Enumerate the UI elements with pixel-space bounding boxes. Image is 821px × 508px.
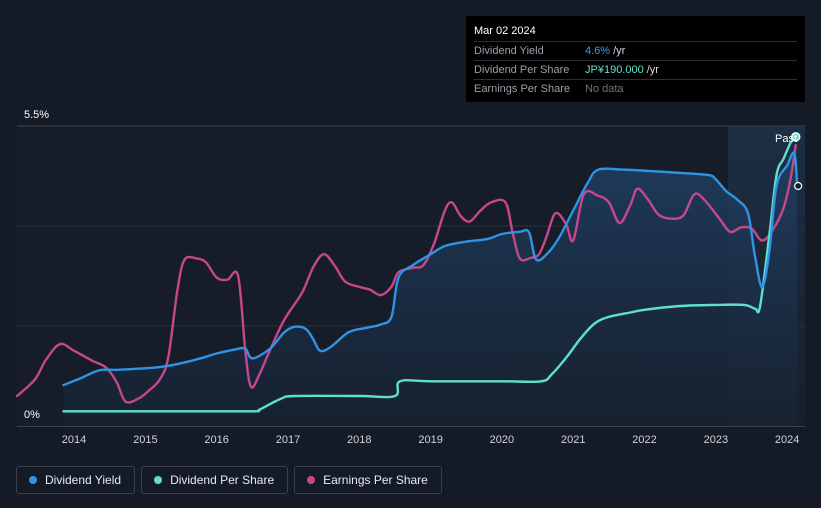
tooltip: Mar 02 2024 Dividend Yield 4.6% /yr Divi… bbox=[466, 16, 805, 102]
dividend-yield-dot-icon bbox=[29, 476, 37, 484]
x-tick-label: 2022 bbox=[632, 434, 656, 446]
dividend-per-share-dot-icon bbox=[154, 476, 163, 484]
legend-label: Dividend Per Share bbox=[170, 473, 275, 487]
x-tick-label: 2015 bbox=[133, 434, 157, 446]
x-tick-label: 2023 bbox=[704, 434, 728, 446]
earnings-per-share-dot-icon bbox=[307, 476, 316, 484]
x-tick-label: 2014 bbox=[62, 434, 86, 446]
x-tick-label: 2018 bbox=[347, 434, 371, 446]
legend-label: Dividend Yield bbox=[45, 473, 122, 487]
dividend-per-share-line bbox=[62, 135, 797, 413]
x-tick-label: 2024 bbox=[775, 434, 799, 446]
series-markers bbox=[790, 132, 803, 191]
tooltip-date: Mar 02 2024 bbox=[474, 22, 797, 42]
tooltip-value: JP¥190.000 bbox=[585, 64, 644, 76]
tooltip-unit: /yr bbox=[613, 45, 626, 57]
axes: 5.5% 0% 2014 2015 2016 2017 2018 2019 2020 2021 20… bbox=[17, 109, 805, 446]
earnings-per-share-line bbox=[15, 143, 797, 404]
legend: Dividend Yield Dividend Per Share Earnin… bbox=[16, 466, 442, 494]
x-tick-label: 2016 bbox=[204, 434, 228, 446]
series-lines bbox=[15, 135, 799, 413]
legend-label: Earnings Per Share bbox=[323, 473, 428, 487]
dividend-yield-line bbox=[62, 151, 799, 387]
x-tick-label: 2019 bbox=[418, 434, 442, 446]
tooltip-label: Earnings Per Share bbox=[474, 83, 570, 95]
x-tick-label: 2021 bbox=[561, 434, 585, 446]
legend-dividend-yield-button[interactable]: Dividend Yield bbox=[16, 466, 136, 494]
x-tick-label: 2020 bbox=[490, 434, 514, 446]
dividend-yield-marker bbox=[794, 181, 803, 191]
tooltip-row-dividend-yield: Dividend Yield 4.6% /yr bbox=[474, 42, 797, 61]
tooltip-label: Dividend Per Share bbox=[474, 64, 570, 76]
past-label: Past bbox=[775, 133, 797, 145]
y-tick-label: 0% bbox=[24, 409, 40, 421]
dividend-per-share-marker bbox=[790, 132, 801, 142]
tooltip-value: No data bbox=[585, 83, 624, 95]
tooltip-value: 4.6% bbox=[585, 45, 611, 57]
legend-dividend-per-share-button[interactable]: Dividend Per Share bbox=[141, 466, 289, 494]
tooltip-label: Dividend Yield bbox=[474, 45, 544, 57]
tooltip-unit: /yr bbox=[646, 64, 659, 76]
y-tick-label: 5.5% bbox=[24, 109, 49, 121]
x-tick-label: 2017 bbox=[276, 434, 300, 446]
legend-earnings-per-share-button[interactable]: Earnings Per Share bbox=[294, 466, 442, 494]
tooltip-row-dividend-per-share: Dividend Per Share JP¥190.000 /yr bbox=[474, 61, 797, 80]
tooltip-row-earnings-per-share: Earnings Per Share No data bbox=[474, 80, 797, 98]
